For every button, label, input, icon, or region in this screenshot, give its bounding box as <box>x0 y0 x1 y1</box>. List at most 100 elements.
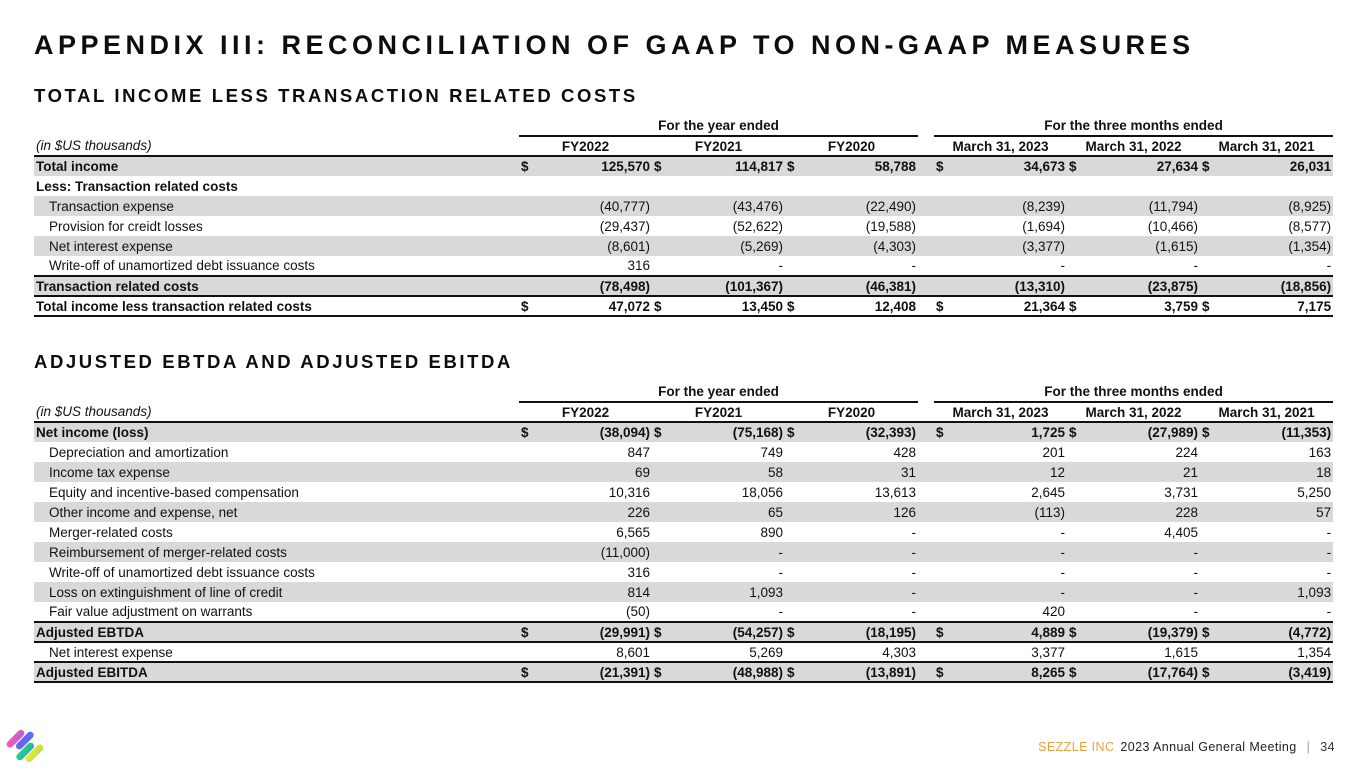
currency-symbol <box>1200 522 1222 542</box>
currency-symbol: $ <box>652 621 674 643</box>
cell-value: (10,466) <box>1147 218 1199 234</box>
cell-value: 890 <box>760 524 783 540</box>
currency-symbol: $ <box>652 661 674 683</box>
column-group-gap <box>918 482 934 502</box>
cell-value: 847 <box>627 444 650 460</box>
currency-symbol: $ <box>1067 295 1090 317</box>
row-label: Net interest expense <box>49 644 173 660</box>
cell-value: (38,094) <box>541 422 652 442</box>
table-row: Net interest expense (8,601) (5,269) (4,303… <box>34 236 1334 256</box>
column-header-fy2021: FY2021 <box>652 136 785 157</box>
currency-symbol <box>934 562 956 582</box>
column-group-gap <box>918 661 935 683</box>
sezzle-logo-icon <box>6 727 44 765</box>
currency-symbol <box>652 542 674 562</box>
currency-symbol <box>652 582 674 602</box>
cell-value: (46,381) <box>807 275 919 297</box>
row-label: Transaction related costs <box>34 275 519 297</box>
cell-value: 3,731 <box>1164 484 1199 500</box>
cell-value: (22,490) <box>807 196 919 216</box>
currency-symbol <box>652 176 674 196</box>
currency-symbol <box>785 196 807 216</box>
cell-value: 114,817 <box>674 156 785 176</box>
currency-symbol <box>1200 196 1223 216</box>
row-label: Depreciation and amortization <box>49 444 229 460</box>
page-title: APPENDIX III: RECONCILIATION OF GAAP TO … <box>34 30 1195 60</box>
currency-symbol <box>934 462 957 482</box>
currency-symbol <box>1067 582 1090 602</box>
cell-value: - <box>1060 564 1066 580</box>
currency-symbol <box>1200 562 1222 582</box>
currency-symbol <box>785 275 807 297</box>
cell-value: 8,265 <box>956 661 1068 683</box>
currency-symbol <box>519 542 541 562</box>
cell-value: 126 <box>807 502 919 522</box>
currency-symbol <box>785 176 807 196</box>
row-label: Other income and expense, net <box>34 502 519 522</box>
cell-value: 10,316 <box>608 484 650 500</box>
cell-value: 228 <box>1089 502 1201 522</box>
cell-value: 12 <box>956 462 1068 482</box>
cell-value: 814 <box>541 582 652 602</box>
currency-symbol: $ <box>934 661 957 683</box>
cell-value: (52,622) <box>732 218 783 234</box>
cell-value: 6,565 <box>616 524 650 540</box>
row-label: Fair value adjustment on warrants <box>49 604 253 619</box>
currency-symbol: $ <box>785 156 807 176</box>
cell-value: (32,393) <box>807 422 919 442</box>
table-row: Other income and expense, net 226 65 126 (11… <box>34 502 1334 522</box>
cell-value: 1,354 <box>1297 644 1332 660</box>
currency-symbol <box>652 216 674 236</box>
currency-symbol <box>1200 176 1222 196</box>
cell-value: 2,645 <box>1031 484 1066 500</box>
currency-symbol <box>1067 275 1090 297</box>
cell-value: 69 <box>541 462 652 482</box>
column-group-gap <box>918 442 934 462</box>
currency-symbol <box>519 256 541 276</box>
currency-symbol <box>1067 562 1089 582</box>
footer-event-name: 2023 Annual General Meeting <box>1120 740 1297 754</box>
cell-value: (8,925) <box>1222 196 1334 216</box>
cell-value: - <box>911 564 917 580</box>
cell-value: (113) <box>956 502 1068 522</box>
currency-symbol: $ <box>1200 295 1223 317</box>
currency-symbol: $ <box>785 621 807 643</box>
cell-value: 65 <box>674 502 785 522</box>
cell-value: - <box>1326 604 1332 619</box>
currency-symbol <box>1067 236 1090 256</box>
currency-symbol <box>1200 442 1222 462</box>
cell-value: - <box>1326 258 1332 273</box>
cell-value: 428 <box>893 444 917 460</box>
cell-value: (75,168) <box>674 422 785 442</box>
table-row: Total income less transaction related co… <box>34 295 1334 317</box>
currency-symbol <box>1200 642 1222 662</box>
cell-value: (40,777) <box>541 196 652 216</box>
currency-symbol <box>519 216 541 236</box>
cell-value: 13,613 <box>874 484 917 500</box>
currency-symbol: $ <box>934 621 957 643</box>
cell-value: (78,498) <box>541 275 652 297</box>
cell-value: (8,239) <box>956 196 1068 216</box>
currency-symbol <box>652 236 674 256</box>
cell-value <box>807 176 918 196</box>
cell-value: (13,310) <box>956 275 1068 297</box>
table-row: Loss on extinguishment of line of credit… <box>34 582 1334 602</box>
row-label: Adjusted EBITDA <box>34 661 519 683</box>
cell-value: - <box>1193 258 1199 273</box>
currency-symbol <box>1200 582 1223 602</box>
cell-value: - <box>911 258 917 273</box>
currency-symbol <box>1067 602 1089 622</box>
cell-value: (3,377) <box>956 236 1068 256</box>
cell-value: (29,437) <box>599 218 650 234</box>
currency-symbol <box>934 236 957 256</box>
currency-symbol: $ <box>519 156 541 176</box>
page-number: 34 <box>1320 740 1335 754</box>
table-row: Adjusted EBITDA $ (21,391) $ (48,988) $ (13,89… <box>34 661 1334 683</box>
cell-value: 1,615 <box>1164 644 1199 660</box>
cell-value: 316 <box>627 564 650 580</box>
currency-symbol: $ <box>1200 156 1223 176</box>
column-header-mar-2023: March 31, 2023 <box>934 402 1068 423</box>
cell-value: (18,856) <box>1222 275 1334 297</box>
column-group-gap <box>918 176 934 196</box>
currency-symbol: $ <box>519 621 541 643</box>
